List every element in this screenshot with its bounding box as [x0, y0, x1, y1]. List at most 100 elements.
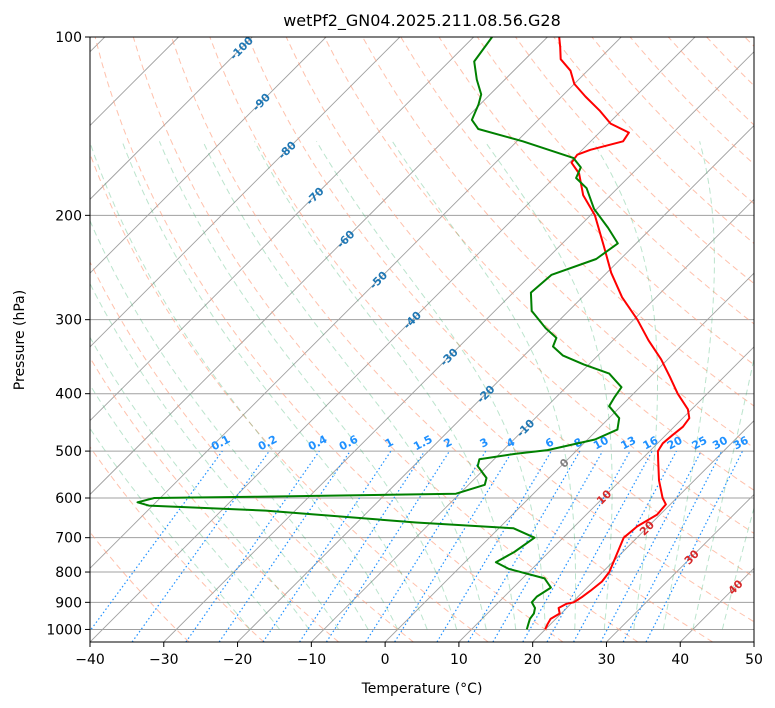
- mixing-ratio-line: [492, 450, 604, 642]
- mixing-ratio-label: 1.5: [411, 433, 434, 454]
- y-tick-label: 400: [55, 387, 82, 403]
- warm-isotherm-label: 30: [682, 547, 702, 567]
- x-tick-label: 30: [598, 652, 616, 668]
- dry-adiabat-line: [706, 37, 754, 87]
- dry-adiabat-line: [362, 37, 754, 449]
- dry-adiabat-line: [667, 37, 754, 126]
- dry-adiabat-line: [90, 446, 265, 642]
- mixing-ratio-label: 1: [383, 435, 396, 450]
- dry-adiabat-line: [90, 356, 339, 642]
- isotherm-label: -50: [367, 268, 390, 291]
- moist-adiabat-line: [90, 219, 369, 630]
- dry-adiabat-line: [629, 37, 754, 165]
- moist-adiabat-line: [254, 141, 517, 630]
- isotherm-line: [90, 37, 696, 642]
- dry-adiabat-line: [285, 37, 754, 535]
- isotherm-line: [90, 37, 474, 422]
- dry-adiabat-line: [744, 37, 754, 47]
- y-tick-label: 900: [55, 595, 82, 611]
- y-tick-label: 500: [55, 444, 82, 460]
- x-axis: −40 −30 −20 −10 0 10 20 30 40 50: [75, 642, 763, 668]
- mixing-ratio-label: 25: [690, 434, 710, 453]
- mixing-ratio-line: [436, 450, 552, 642]
- moist-adiabat-line: [90, 141, 399, 630]
- moist-adiabat-line: [316, 141, 546, 630]
- moist-adiabat-line: [662, 141, 715, 630]
- mixing-ratio-line: [325, 450, 451, 642]
- moist-adiabat-line: [484, 141, 613, 630]
- mixing-ratio-line: [522, 450, 631, 642]
- isotherm-line: [90, 37, 253, 200]
- profile-series: [136, 37, 691, 630]
- y-axis: 100 200 300 400 500 600 700 800 900 1000: [46, 30, 90, 638]
- dry-adiabat-line: [94, 37, 564, 642]
- y-axis-label: Pressure (hPa): [12, 290, 28, 390]
- mixing-ratio-label: 13: [619, 434, 639, 453]
- x-tick-label: 20: [524, 652, 542, 668]
- moist-adiabat-line: [202, 141, 487, 630]
- y-tick-label: 700: [55, 531, 82, 547]
- warm-isotherm-label: 10: [594, 487, 614, 507]
- moist-adiabat-line: [121, 141, 428, 630]
- y-tick-label: 300: [55, 313, 82, 329]
- isotherm-line: [606, 493, 754, 642]
- dry-adiabat-line: [90, 260, 414, 642]
- mixing-ratio-label: 0.1: [209, 433, 232, 454]
- dry-adiabat-line: [247, 37, 754, 578]
- x-tick-label: −40: [75, 652, 105, 668]
- mixing-ratio-line: [262, 450, 392, 642]
- dewpoint-profile-line: [136, 37, 623, 630]
- x-tick-label: 40: [671, 652, 689, 668]
- mixing-ratio-line: [218, 450, 351, 642]
- dry-adiabat-line: [476, 37, 754, 325]
- moist-adiabat-line: [90, 336, 310, 630]
- x-tick-label: 10: [450, 652, 468, 668]
- mixing-ratio-line: [467, 450, 581, 642]
- isotherm-line: [90, 37, 622, 569]
- isotherm-line: [90, 37, 548, 496]
- isotherm-label: -70: [303, 184, 326, 207]
- isotherm-line: [237, 124, 754, 642]
- x-tick-label: −10: [297, 652, 327, 668]
- isotherm-line: [458, 346, 754, 642]
- dry-adiabat-line: [90, 152, 489, 642]
- temperature-profile-line: [544, 37, 691, 630]
- moist-adiabat-line: [158, 141, 458, 630]
- isotherm-label: -30: [438, 345, 461, 368]
- isotherm-line: [311, 198, 754, 642]
- y-tick-label: 1000: [46, 622, 82, 638]
- isotherm-label: -10: [514, 416, 537, 439]
- y-tick-label: 800: [55, 565, 82, 581]
- mixing-ratio-line: [394, 450, 513, 642]
- moist-adiabat-line: [90, 282, 340, 630]
- mixing-ratio-label: 0.4: [306, 433, 330, 454]
- dry-adiabat-line: [553, 37, 754, 245]
- y-tick-label: 100: [55, 30, 82, 46]
- mixing-ratio-line: [90, 450, 223, 632]
- background-lines: [90, 37, 754, 642]
- isotherm-line: [753, 641, 754, 642]
- moist-adiabat-line: [721, 505, 754, 630]
- mixing-ratio-line: [365, 450, 487, 642]
- mixing-ratio-label: 3: [478, 435, 491, 450]
- warm-isotherm-label: 40: [726, 577, 746, 597]
- isotherm-label: -60: [334, 227, 357, 250]
- mixing-ratio-label: 0.6: [337, 433, 361, 454]
- dry-adiabat-line: [515, 37, 754, 285]
- x-tick-label: −30: [149, 652, 179, 668]
- x-tick-label: 50: [745, 652, 763, 668]
- dry-adiabat-line: [438, 37, 754, 366]
- mixing-ratio-label: 36: [731, 434, 751, 453]
- mixing-ratio-label: 16: [641, 434, 661, 453]
- chart-title: wetPf2_GN04.2025.211.08.56.G28: [283, 11, 561, 31]
- plot-frame: [89, 36, 755, 643]
- y-tick-label: 600: [55, 491, 82, 507]
- isotherm-line: [90, 37, 401, 348]
- x-tick-label: 0: [381, 652, 390, 668]
- isotherm-line: [163, 51, 754, 642]
- isotherm-line: [384, 272, 754, 642]
- moist-adiabat-line: [391, 141, 577, 630]
- isotherm-line: [532, 420, 754, 642]
- isotherm-label: -80: [276, 138, 299, 161]
